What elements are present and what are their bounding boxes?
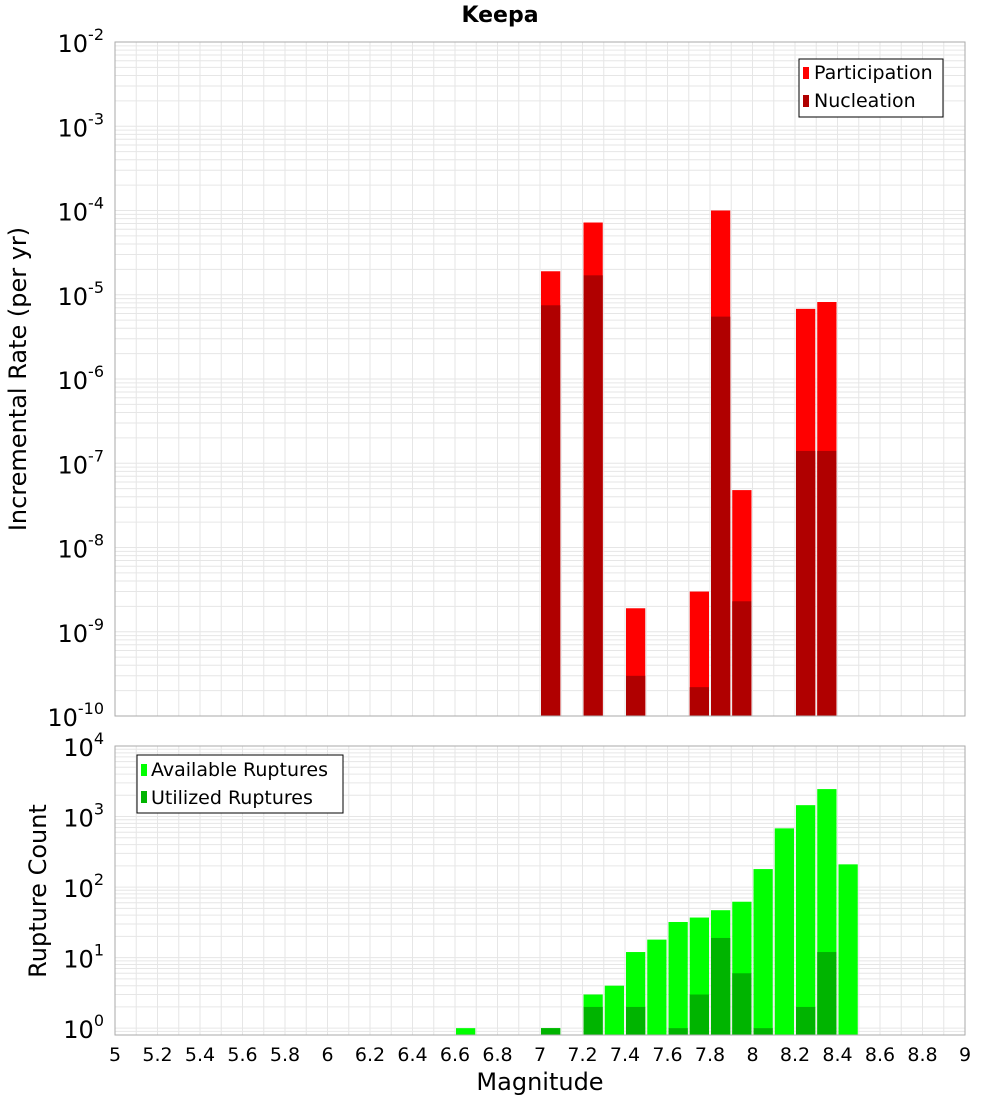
rate-legend: Participation Nucleation <box>798 58 944 118</box>
nucleation-bar <box>711 316 731 716</box>
x-tick-label: 5.6 <box>227 1044 257 1066</box>
available-ruptures-bar <box>647 939 667 1035</box>
count-bars <box>456 789 858 1035</box>
nucleation-bar <box>732 601 752 716</box>
x-tick-label: 8.4 <box>822 1044 852 1066</box>
rate-panel: 10-10 10-9 10-8 10-7 10-6 10-5 10-4 10-3 10-2 In… <box>4 25 966 732</box>
x-tick-label: 6.8 <box>482 1044 512 1066</box>
x-tick-label: 8.2 <box>780 1044 810 1066</box>
nucleation-bar <box>796 450 816 716</box>
rate-legend-box <box>798 58 944 118</box>
x-tick-label: 6 <box>321 1044 333 1066</box>
x-tick-label: 5.2 <box>142 1044 172 1066</box>
count-panel: 100 101 102 103 104 5 5.2 5.4 5.6 5.8 6 6.2 6.4 6.6 6… <box>24 729 971 1096</box>
utilized-ruptures-bar <box>626 1006 646 1035</box>
nucleation-bar <box>817 450 837 716</box>
utilized-ruptures-bar <box>541 1028 561 1035</box>
y-tick-label: 103 <box>63 800 104 833</box>
count-legend-box <box>136 754 344 814</box>
utilized-legend-swatch <box>141 791 147 803</box>
utilized-ruptures-bar <box>796 1006 816 1035</box>
x-tick-label: 7.8 <box>695 1044 725 1066</box>
utilized-legend-label: Utilized Ruptures <box>151 787 313 809</box>
utilized-ruptures-bar <box>753 1028 773 1035</box>
y-tick-label: 10-5 <box>58 278 105 311</box>
utilized-ruptures-bar <box>711 937 731 1035</box>
y-tick-label: 101 <box>63 941 104 974</box>
utilized-ruptures-bar <box>817 952 837 1035</box>
x-tick-label: 5.4 <box>185 1044 215 1066</box>
nucleation-bar <box>541 305 561 716</box>
available-ruptures-bar <box>838 864 858 1035</box>
x-tick-label: 6.6 <box>440 1044 470 1066</box>
rate-y-axis-label: Incremental Rate (per yr) <box>4 227 32 531</box>
nucleation-legend-swatch <box>803 95 809 107</box>
x-tick-label: 8 <box>746 1044 758 1066</box>
y-tick-label: 104 <box>63 729 104 762</box>
nucleation-legend-label: Nucleation <box>814 90 916 112</box>
x-tick-label: 5 <box>109 1044 121 1066</box>
count-plot-frame <box>114 745 966 1036</box>
available-legend-swatch <box>141 764 147 776</box>
x-tick-label: 7.2 <box>567 1044 597 1066</box>
count-legend: Available Ruptures Utilized Ruptures <box>136 754 344 814</box>
available-ruptures-bar <box>456 1028 476 1035</box>
y-tick-label: 10-6 <box>58 362 105 395</box>
x-tick-label: 6.4 <box>397 1044 427 1066</box>
count-y-tick-labels: 100 101 102 103 104 <box>63 729 104 1044</box>
figure-title: Keepa <box>461 3 538 28</box>
rate-plot-frame <box>114 41 966 717</box>
y-tick-label: 10-3 <box>58 109 105 142</box>
available-ruptures-bar <box>753 869 773 1035</box>
available-legend-label: Available Ruptures <box>151 759 328 781</box>
rate-y-tick-labels: 10-10 10-9 10-8 10-7 10-6 10-5 10-4 10-3 10-2 <box>47 25 104 732</box>
participation-bar <box>689 591 709 716</box>
y-tick-label: 10-7 <box>58 446 105 479</box>
rate-gridlines <box>114 41 966 717</box>
nucleation-bar <box>626 675 646 716</box>
participation-legend-swatch <box>803 67 809 79</box>
nucleation-bar <box>583 275 603 716</box>
x-tick-label: 8.8 <box>907 1044 937 1066</box>
x-tick-label: 9 <box>959 1044 971 1066</box>
y-tick-label: 102 <box>63 870 104 903</box>
x-tick-label: 5.8 <box>270 1044 300 1066</box>
y-tick-label: 10-8 <box>58 531 105 564</box>
utilized-ruptures-bar <box>732 973 752 1035</box>
y-tick-label: 10-10 <box>47 699 104 732</box>
x-tick-label: 7 <box>534 1044 546 1066</box>
y-tick-label: 100 <box>63 1011 104 1044</box>
count-y-axis-label: Rupture Count <box>24 804 52 978</box>
x-tick-label: 7.4 <box>610 1044 640 1066</box>
x-tick-label: 6.2 <box>355 1044 385 1066</box>
available-ruptures-bar <box>604 985 624 1035</box>
available-ruptures-bar <box>668 921 688 1035</box>
utilized-ruptures-bar <box>583 1006 603 1035</box>
utilized-ruptures-bar <box>668 1028 688 1035</box>
available-ruptures-bar <box>796 805 816 1035</box>
available-ruptures-bar <box>774 828 794 1035</box>
magnitude-axis-label: Magnitude <box>476 1068 603 1096</box>
y-tick-label: 10-9 <box>58 615 105 648</box>
utilized-ruptures-bar <box>689 994 709 1035</box>
nucleation-bar <box>689 687 709 716</box>
y-tick-label: 10-4 <box>58 194 105 227</box>
magnitude-tick-labels: 5 5.2 5.4 5.6 5.8 6 6.2 6.4 6.6 6.8 7 7.2 7.4 7.6 7.8 8… <box>109 1044 971 1066</box>
participation-legend-label: Participation <box>814 62 933 84</box>
x-tick-label: 7.6 <box>652 1044 682 1066</box>
y-tick-label: 10-2 <box>58 25 105 58</box>
rate-bars <box>541 210 837 717</box>
x-tick-label: 8.6 <box>865 1044 895 1066</box>
